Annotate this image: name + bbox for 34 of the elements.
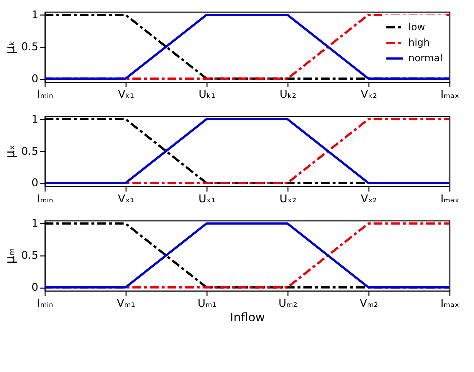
x-tick-label: Vₘ₂ (360, 296, 378, 310)
y-axis-title: μₘ (2, 248, 18, 264)
x-tick-label: Iₘᵢₙ (37, 88, 54, 102)
legend-label: high (408, 38, 430, 50)
x-tick-label: Uₖ₁ (198, 88, 216, 102)
x-axis-title: Inflow (230, 310, 266, 325)
y-tick-label: 0.5 (21, 249, 39, 262)
y-tick-label: 1 (32, 112, 39, 126)
y-tick-label: 1 (32, 217, 39, 230)
x-tick-label: Iₘₐₓ (440, 192, 460, 206)
x-tick-label: Iₘᵢₙ (37, 296, 54, 310)
y-tick-label: 1 (32, 8, 39, 22)
x-tick-label: Uₓ₂ (280, 192, 297, 206)
x-tick-label: Vₖ₂ (361, 88, 378, 102)
y-axis-title: μₓ (2, 144, 18, 159)
y-tick-label: 0 (32, 176, 39, 190)
x-tick-label: Vₓ₂ (360, 192, 378, 206)
legend-label: normal (408, 54, 443, 65)
x-tick-label: Vₘ₁ (117, 296, 136, 310)
x-tick-label: Iₘᵢₙ (37, 192, 54, 206)
x-tick-label: Iₘₐₓ (440, 88, 460, 102)
x-tick-label: Uₘ₂ (278, 296, 298, 310)
x-tick-label: Uₓ₁ (198, 192, 216, 206)
x-tick-label: Iₘₐₓ (440, 296, 460, 310)
y-tick-label: 0.5 (21, 144, 39, 158)
x-tick-label: Uₖ₂ (280, 88, 297, 102)
x-tick-label: Vₖ₁ (118, 88, 134, 102)
y-tick-label: 0 (32, 281, 39, 294)
x-tick-label: Vₓ₁ (118, 192, 134, 206)
x-tick-label: Uₘ₁ (198, 296, 217, 310)
legend-label: low (408, 22, 426, 34)
y-tick-label: 0 (32, 72, 39, 86)
y-tick-label: 0.5 (21, 40, 39, 54)
y-axis-title: μₖ (2, 40, 18, 54)
